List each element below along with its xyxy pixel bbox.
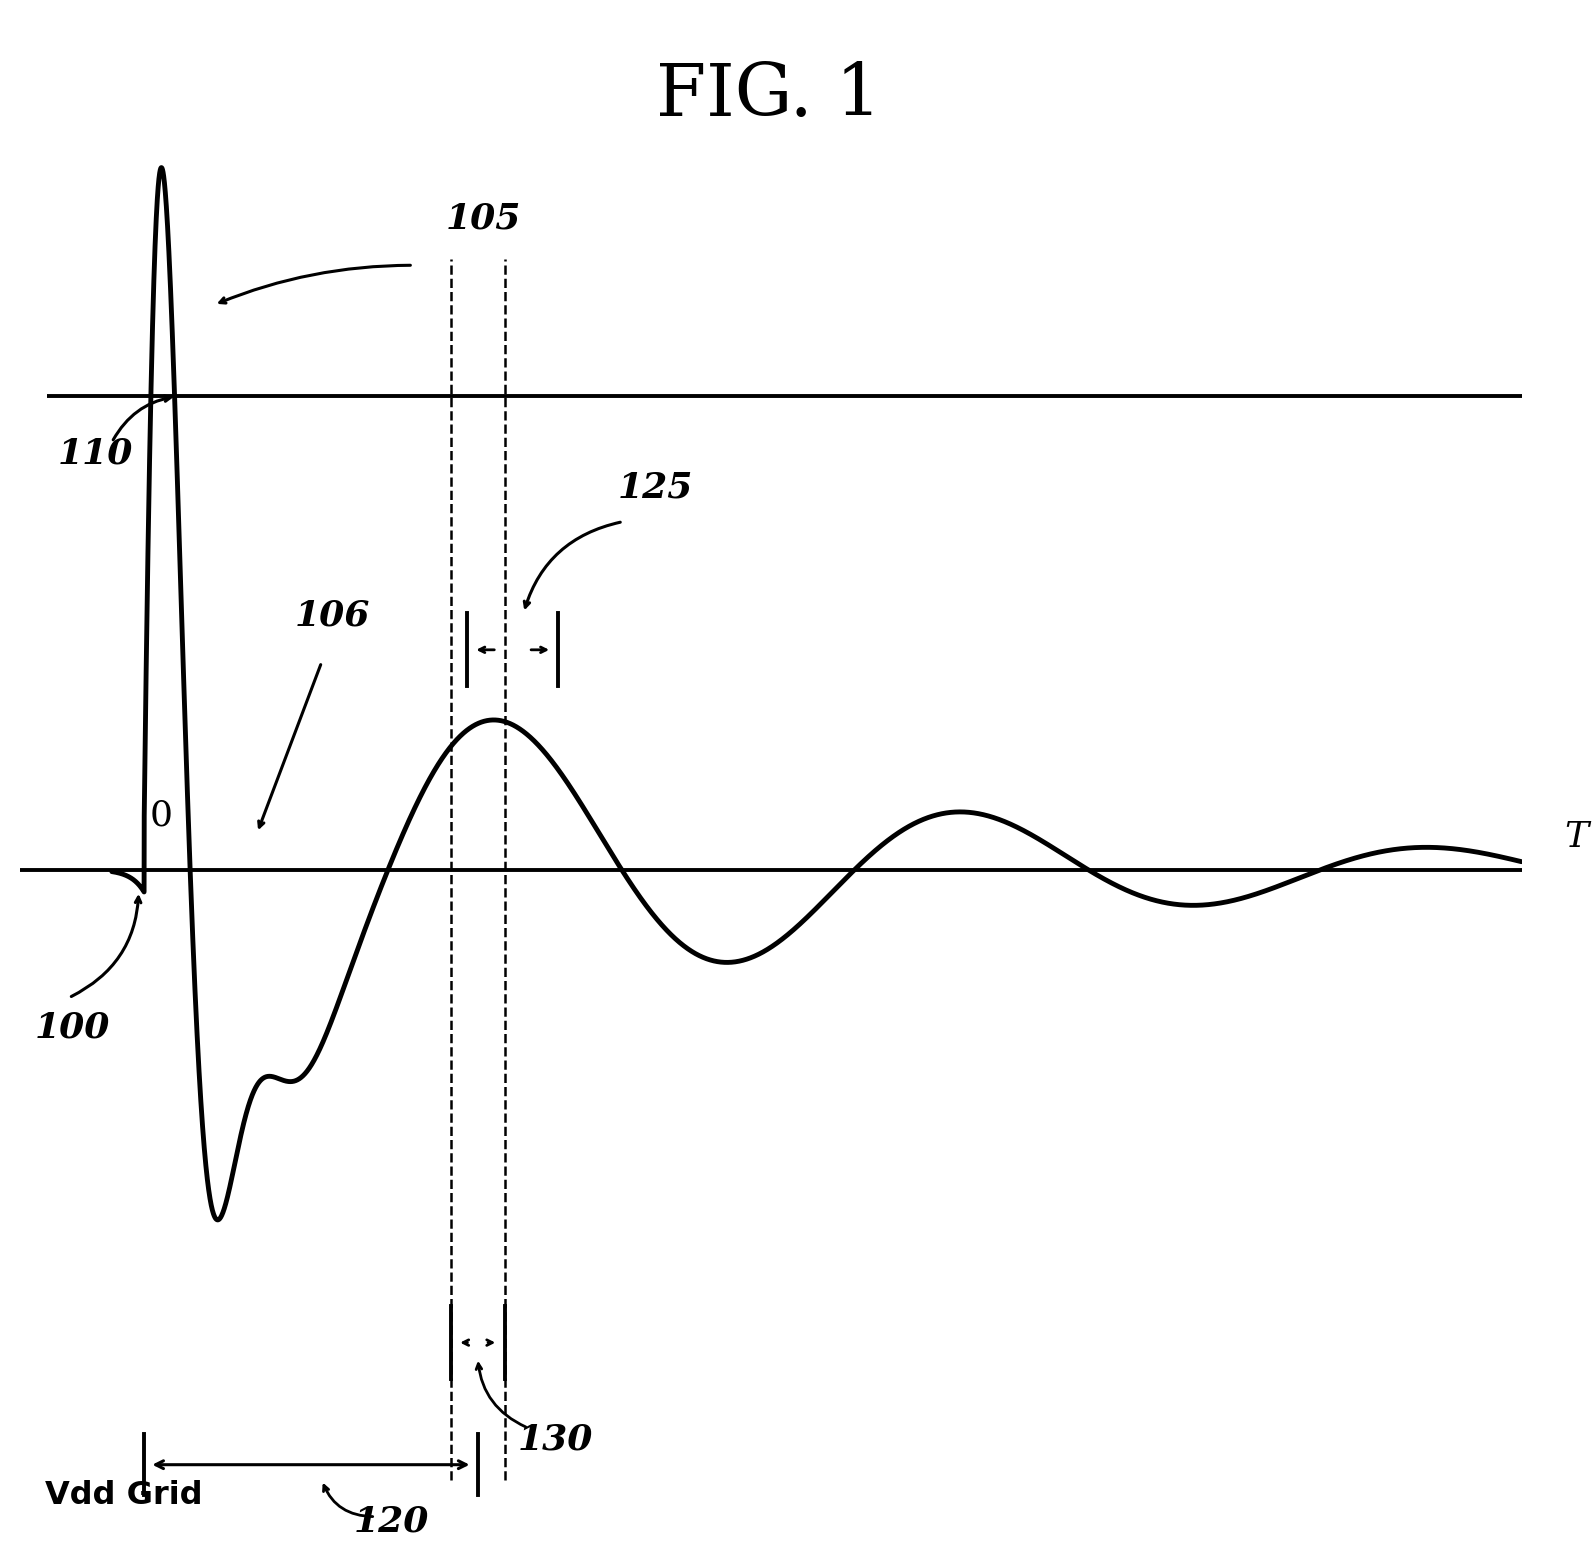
Text: 106: 106 bbox=[295, 599, 370, 632]
Text: 105: 105 bbox=[445, 202, 520, 235]
Text: 100: 100 bbox=[35, 1010, 110, 1044]
Text: 0: 0 bbox=[150, 798, 172, 832]
Text: 120: 120 bbox=[354, 1505, 429, 1539]
Text: 110: 110 bbox=[57, 437, 134, 470]
Text: 130: 130 bbox=[517, 1422, 592, 1456]
Text: Vdd Grid: Vdd Grid bbox=[45, 1480, 203, 1511]
Text: FIG. 1: FIG. 1 bbox=[656, 61, 881, 131]
Text: 125: 125 bbox=[618, 470, 693, 504]
Text: T: T bbox=[1564, 820, 1588, 854]
